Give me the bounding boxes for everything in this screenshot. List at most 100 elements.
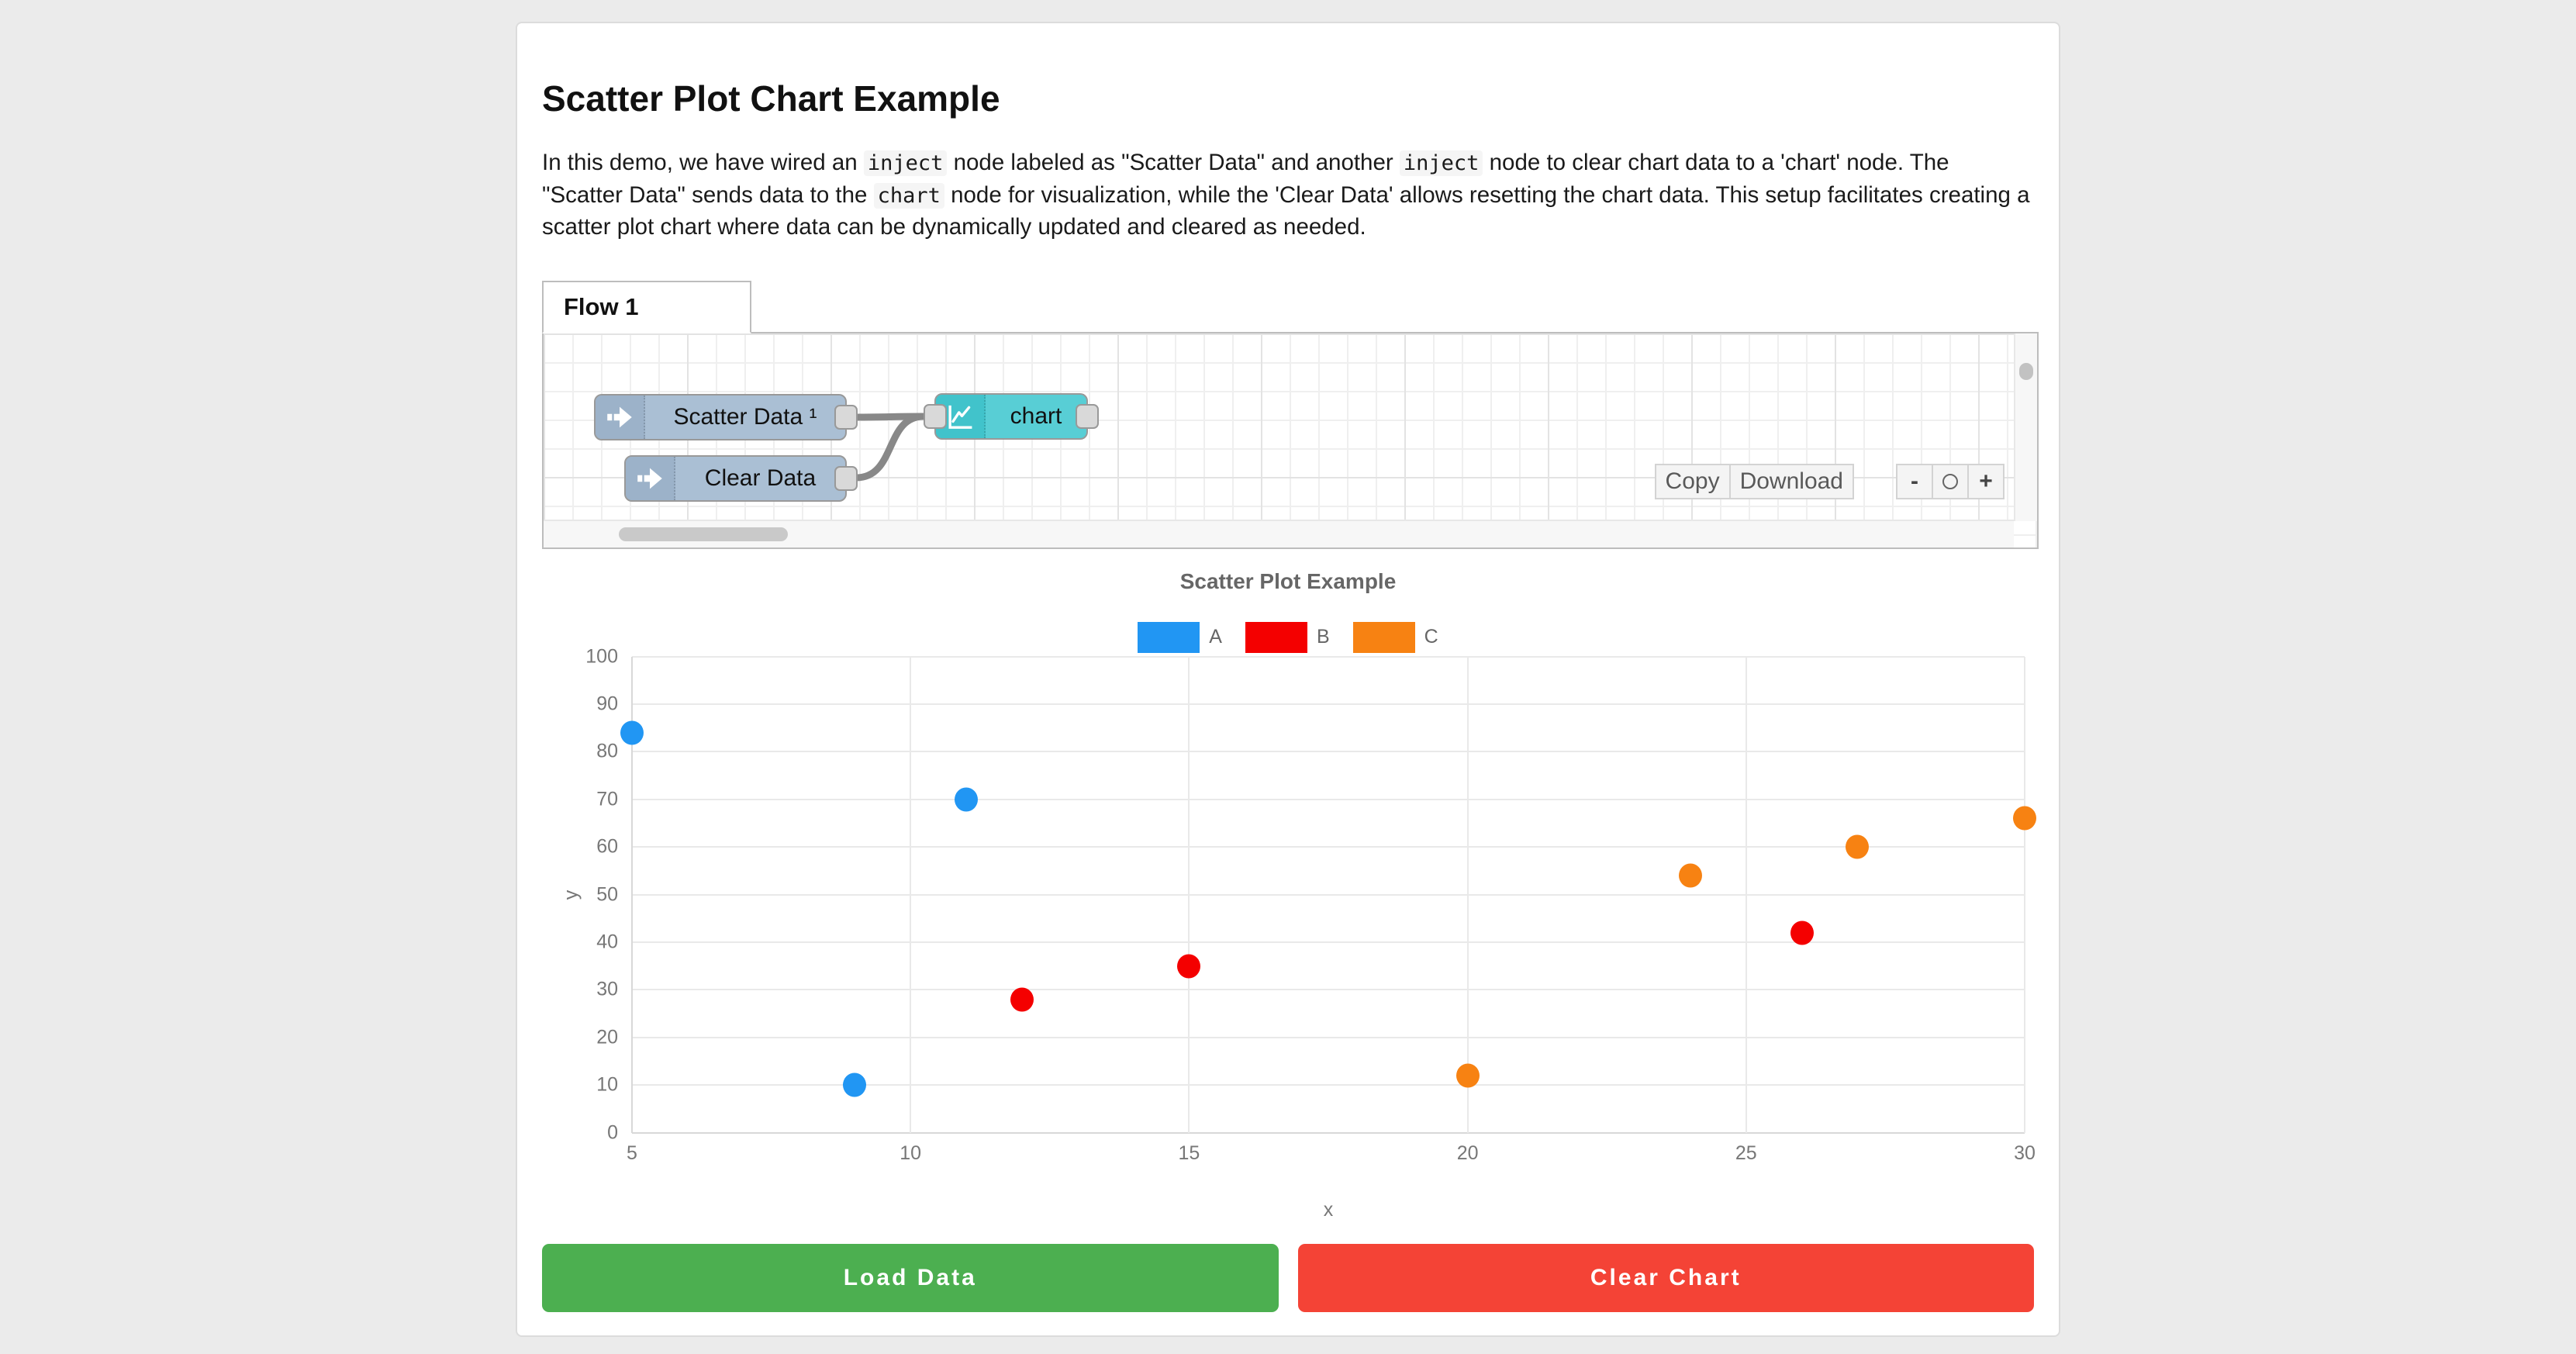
plot-area: 0 10 20 30 40 50 60 70 80 90 100 5 10 15 20 25 30 xyxy=(585,645,2036,1164)
y-gridline xyxy=(632,703,2025,705)
action-buttons: Load Data Clear Chart xyxy=(542,1243,2034,1312)
scatter-point-B xyxy=(1790,921,1814,945)
content-card: Scatter Plot Chart Example In this demo,… xyxy=(516,22,2060,1337)
description-text: node for visualization, while the 'Clear… xyxy=(542,181,2030,240)
zoom-reset-button[interactable] xyxy=(1932,463,1969,499)
node-chart[interactable]: chart xyxy=(924,392,1099,440)
y-gridline xyxy=(632,893,2025,896)
x-axis-title: x xyxy=(1323,1198,1334,1221)
scatter-point-C xyxy=(1455,1063,1480,1088)
description-paragraph: In this demo, we have wired an inject no… xyxy=(542,147,2034,244)
flow-tab[interactable]: Flow 1 xyxy=(542,280,751,333)
legend-label: A xyxy=(1209,626,1222,648)
scatter-point-A xyxy=(620,720,644,745)
y-tick-label: 20 xyxy=(596,1026,618,1048)
zoom-toolbar: - + xyxy=(1896,463,2005,499)
load-data-button[interactable]: Load Data xyxy=(542,1243,1279,1312)
x-tick-label: 30 xyxy=(2014,1142,2036,1164)
flow-canvas[interactable]: Scatter Data ¹ Clear Data xyxy=(542,331,2039,549)
legend-swatch xyxy=(1245,621,1307,653)
y-tick-label: 50 xyxy=(596,883,618,905)
inline-code: inject xyxy=(863,150,948,176)
scatter-point-A xyxy=(955,787,979,812)
node-label: chart xyxy=(1010,402,1062,429)
output-port[interactable] xyxy=(834,465,858,491)
legend-swatch xyxy=(1138,621,1200,653)
y-gridline xyxy=(632,989,2025,991)
legend-label: C xyxy=(1424,626,1438,648)
horizontal-scrollbar[interactable] xyxy=(544,519,2014,547)
zoom-in-button[interactable]: + xyxy=(1967,463,2005,499)
scatter-chart: Scatter Plot Example A B C y 0 10 20 30 40 50 60… xyxy=(542,563,2036,1222)
x-tick-label: 5 xyxy=(627,1142,637,1164)
legend-label: B xyxy=(1316,626,1330,648)
zoom-reset-icon xyxy=(1942,473,1958,489)
description-text: In this demo, we have wired an xyxy=(542,150,864,175)
y-tick-label: 80 xyxy=(596,740,618,762)
description-text: node to clear chart data to a 'chart' no… xyxy=(542,150,1949,208)
x-gridline xyxy=(1188,656,1190,1133)
x-tick-label: 25 xyxy=(1735,1142,1757,1164)
node-label: Clear Data xyxy=(704,465,817,491)
y-tick-label: 100 xyxy=(585,645,618,667)
flow-wires xyxy=(852,413,927,481)
vertical-scrollbar-thumb[interactable] xyxy=(2019,362,2033,380)
y-tick-label: 90 xyxy=(596,693,618,715)
legend-item-A[interactable]: A xyxy=(1138,621,1222,653)
vertical-scrollbar[interactable] xyxy=(2014,333,2037,521)
legend-item-C[interactable]: C xyxy=(1352,621,1438,653)
x-tick-label: 20 xyxy=(1456,1142,1479,1164)
chart-legend: A B C xyxy=(542,621,2034,653)
y-gridline xyxy=(632,846,2025,848)
y-tick-label: 40 xyxy=(596,931,618,953)
export-toolbar: Copy Download xyxy=(1654,463,1854,499)
y-gridline xyxy=(632,1131,2025,1134)
y-tick-label: 10 xyxy=(596,1073,618,1096)
y-gridline xyxy=(632,941,2025,943)
chart-title: Scatter Plot Example xyxy=(1179,568,1397,593)
zoom-out-button[interactable]: - xyxy=(1896,463,1933,499)
download-button[interactable]: Download xyxy=(1728,463,1854,499)
wire-clear-to-chart xyxy=(852,413,927,481)
legend-item-B[interactable]: B xyxy=(1245,621,1330,653)
y-tick-label: 30 xyxy=(596,978,618,1000)
y-tick-label: 0 xyxy=(607,1121,618,1143)
clear-chart-button[interactable]: Clear Chart xyxy=(1297,1243,2034,1312)
output-port[interactable] xyxy=(1076,403,1099,429)
y-tick-label: 70 xyxy=(596,788,618,810)
x-gridline xyxy=(2024,656,2025,1133)
x-tick-label: 10 xyxy=(900,1142,922,1164)
x-gridline xyxy=(631,656,633,1133)
copy-button[interactable]: Copy xyxy=(1654,463,1731,499)
node-label: Scatter Data ¹ xyxy=(673,403,817,430)
scatter-point-C xyxy=(1846,834,1870,859)
y-gridline xyxy=(632,1084,2025,1086)
scatter-point-C xyxy=(2013,806,2036,831)
y-gridline xyxy=(632,655,2025,658)
scatter-point-A xyxy=(843,1072,867,1097)
x-gridline xyxy=(1745,656,1747,1133)
page-title: Scatter Plot Chart Example xyxy=(542,78,1000,119)
input-port[interactable] xyxy=(924,403,947,429)
inline-code: chart xyxy=(873,182,944,209)
node-scatter-data[interactable]: Scatter Data ¹ xyxy=(594,393,858,440)
y-gridline xyxy=(632,1036,2025,1038)
y-gridline xyxy=(632,798,2025,800)
y-gridline xyxy=(632,751,2025,753)
x-tick-label: 15 xyxy=(1178,1142,1200,1164)
y-axis-title: y xyxy=(560,889,582,900)
horizontal-scrollbar-thumb[interactable] xyxy=(619,527,788,541)
description-text: node labeled as "Scatter Data" and anoth… xyxy=(947,150,1400,175)
scatter-point-B xyxy=(1010,987,1034,1012)
scatter-point-C xyxy=(1678,863,1702,888)
x-gridline xyxy=(910,656,912,1133)
node-clear-data[interactable]: Clear Data xyxy=(624,454,858,502)
scatter-point-B xyxy=(1177,954,1201,979)
flow-editor: Flow 1 Scatter Data ¹ xyxy=(542,280,2039,549)
legend-swatch xyxy=(1352,621,1415,653)
inject-icon xyxy=(596,395,645,439)
x-gridline xyxy=(1466,656,1469,1133)
y-tick-label: 60 xyxy=(596,835,618,858)
inject-icon xyxy=(626,456,675,500)
output-port[interactable] xyxy=(834,404,858,430)
